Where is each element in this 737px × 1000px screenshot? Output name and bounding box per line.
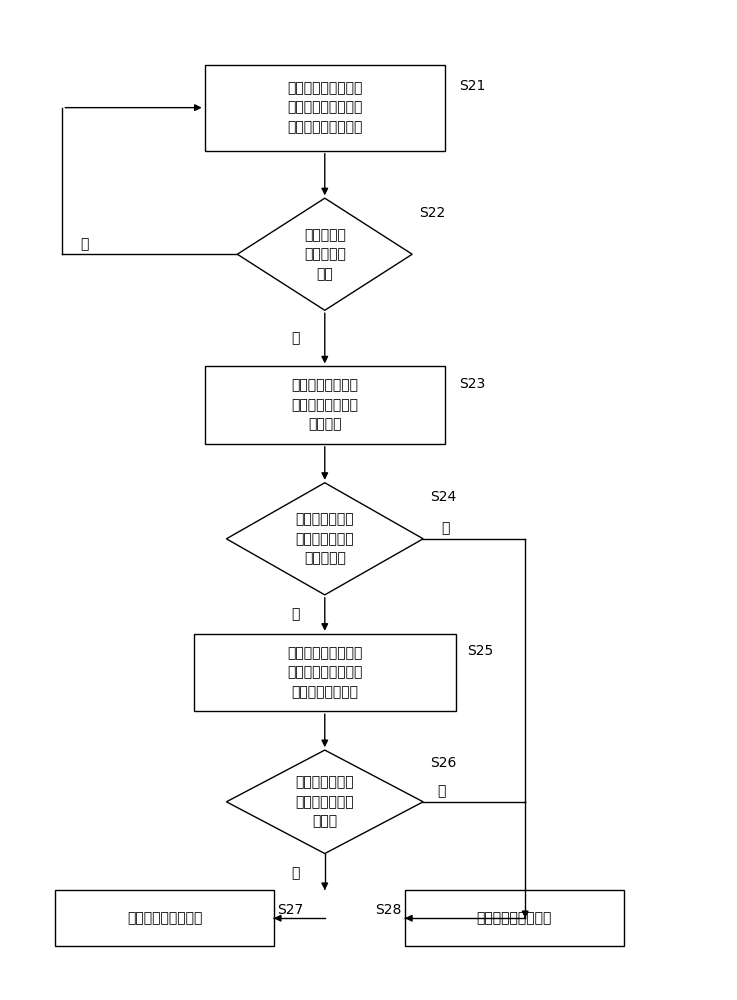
Text: 在有来电呼入时，测
量移动终端的屏幕与
外界物体相离的距离: 在有来电呼入时，测 量移动终端的屏幕与 外界物体相离的距离 bbox=[287, 81, 363, 134]
Text: 否: 否 bbox=[291, 331, 300, 345]
Text: 获取移动终端垂直
于屏幕方向上的重
力加速度: 获取移动终端垂直 于屏幕方向上的重 力加速度 bbox=[291, 379, 358, 432]
FancyBboxPatch shape bbox=[205, 65, 445, 151]
Polygon shape bbox=[237, 198, 412, 310]
Text: S25: S25 bbox=[467, 644, 493, 658]
FancyBboxPatch shape bbox=[405, 890, 624, 946]
FancyBboxPatch shape bbox=[194, 634, 456, 711]
Polygon shape bbox=[226, 750, 423, 854]
Text: S27: S27 bbox=[277, 903, 304, 917]
FancyBboxPatch shape bbox=[205, 366, 445, 444]
Text: 否: 否 bbox=[291, 866, 300, 880]
Polygon shape bbox=[226, 483, 423, 595]
Text: 否: 否 bbox=[441, 521, 449, 535]
Text: 对移动终端平行于屏
幕方向上的水平加速
度进行若干次采样: 对移动终端平行于屏 幕方向上的水平加速 度进行若干次采样 bbox=[287, 646, 363, 699]
Text: 增大默认铃声的音量: 增大默认铃声的音量 bbox=[477, 911, 552, 925]
Text: 是: 是 bbox=[80, 237, 89, 251]
Text: S28: S28 bbox=[375, 903, 401, 917]
Text: 判断每次采样的
水平加速度是否
有变化: 判断每次采样的 水平加速度是否 有变化 bbox=[296, 775, 354, 828]
Text: S26: S26 bbox=[430, 756, 457, 770]
Text: S22: S22 bbox=[419, 206, 446, 220]
Text: 根据重力加速度
判断屏幕是否水
平朝下放置: 根据重力加速度 判断屏幕是否水 平朝下放置 bbox=[296, 512, 354, 565]
Text: 保持默认铃声的音量: 保持默认铃声的音量 bbox=[127, 911, 202, 925]
Text: S24: S24 bbox=[430, 490, 457, 504]
Text: S23: S23 bbox=[460, 377, 486, 391]
Text: S21: S21 bbox=[460, 79, 486, 93]
Text: 是: 是 bbox=[291, 607, 300, 621]
Text: 是: 是 bbox=[437, 784, 446, 798]
Text: 判断距离是
否大于预定
阈值: 判断距离是 否大于预定 阈值 bbox=[304, 228, 346, 281]
FancyBboxPatch shape bbox=[55, 890, 273, 946]
